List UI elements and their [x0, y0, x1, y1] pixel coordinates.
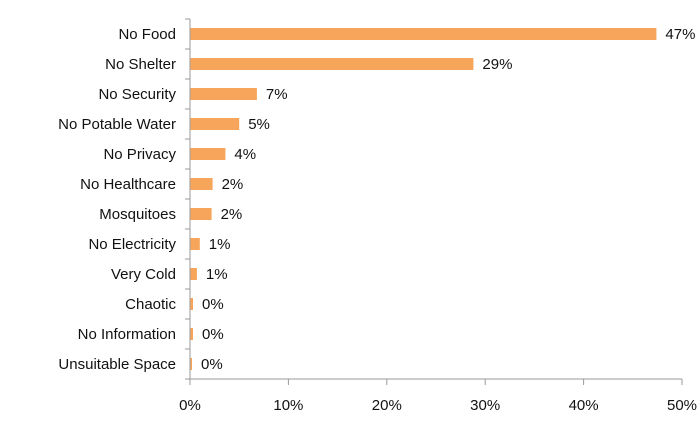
category-label-3: No Potable Water — [58, 116, 176, 133]
bar-5 — [190, 178, 213, 190]
bar-4 — [190, 148, 226, 160]
bar-8 — [190, 268, 197, 280]
x-tick-label-3: 30% — [470, 397, 500, 414]
x-tick-label-5: 50% — [667, 397, 697, 414]
bar-2 — [190, 88, 257, 100]
bar-1 — [190, 58, 474, 70]
category-label-0: No Food — [118, 26, 176, 43]
value-label-7: 1% — [209, 236, 231, 253]
category-label-2: No Security — [98, 86, 176, 103]
category-label-5: No Healthcare — [80, 176, 176, 193]
bars-layer — [190, 28, 657, 370]
value-label-11: 0% — [201, 356, 223, 373]
x-tick-label-1: 10% — [273, 397, 303, 414]
category-label-6: Mosquitoes — [99, 206, 176, 223]
value-label-2: 7% — [266, 86, 288, 103]
value-label-3: 5% — [248, 116, 270, 133]
value-label-9: 0% — [202, 296, 224, 313]
value-label-5: 2% — [222, 176, 244, 193]
category-label-9: Chaotic — [125, 296, 176, 313]
category-label-7: No Electricity — [88, 236, 176, 253]
bar-0 — [190, 28, 657, 40]
value-label-0: 47% — [665, 26, 695, 43]
x-tick-label-4: 40% — [569, 397, 599, 414]
bar-6 — [190, 208, 212, 220]
labels-layer: No Food 47% No Shelter 29% No Security 7% No P… — [58, 26, 697, 414]
bar-3 — [190, 118, 240, 130]
x-tick-label-0: 0% — [179, 397, 201, 414]
bar-10 — [190, 328, 193, 340]
category-label-10: No Information — [78, 326, 176, 343]
category-label-4: No Privacy — [103, 146, 176, 163]
category-label-1: No Shelter — [105, 56, 176, 73]
value-label-4: 4% — [234, 146, 256, 163]
value-label-6: 2% — [221, 206, 243, 223]
x-tick-label-2: 20% — [372, 397, 402, 414]
bar-11 — [190, 358, 192, 370]
bar-7 — [190, 238, 200, 250]
value-label-8: 1% — [206, 266, 228, 283]
category-label-8: Very Cold — [111, 266, 176, 283]
bar-9 — [190, 298, 193, 310]
category-label-11: Unsuitable Space — [58, 356, 176, 373]
value-label-1: 29% — [482, 56, 512, 73]
axes-layer — [185, 18, 683, 385]
value-label-10: 0% — [202, 326, 224, 343]
